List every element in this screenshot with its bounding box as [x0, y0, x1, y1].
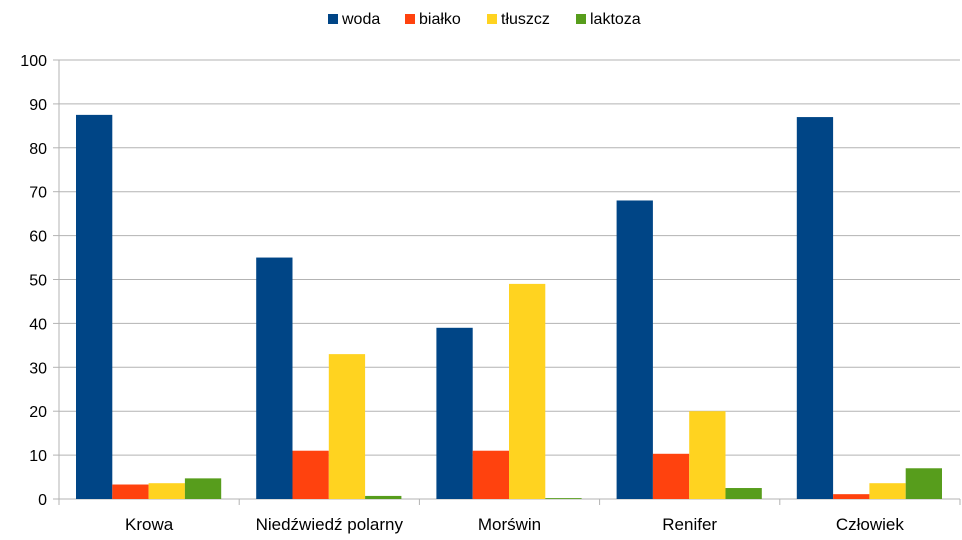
y-tick-label: 10: [29, 448, 47, 465]
bar-woda-2: [436, 327, 473, 499]
legend-label-tłuszcz: tłuszcz: [501, 11, 550, 28]
y-tick-label: 20: [29, 404, 47, 421]
bar-woda-4: [796, 117, 834, 499]
bar-tłuszcz-1: [328, 354, 366, 499]
bar-laktoza-0: [184, 478, 222, 499]
bar-tłuszcz-4: [869, 483, 906, 499]
legend: woda białko tłuszcz laktoza: [328, 11, 641, 28]
y-tick-label: 80: [29, 141, 47, 158]
x-category-label: Morświn: [478, 515, 541, 534]
x-category-label: Niedźwiedź polarny: [256, 515, 404, 534]
legend-label-laktoza: laktoza: [590, 11, 641, 28]
y-tick-label: 0: [38, 492, 47, 509]
bar-woda-1: [256, 257, 293, 499]
bar-białko-3: [652, 453, 690, 499]
legend-label-białko: białko: [419, 11, 461, 28]
bar-tłuszcz-2: [509, 283, 546, 499]
bar-tłuszcz-3: [689, 411, 726, 499]
y-tick-label: 60: [29, 229, 47, 246]
legend-swatch-woda: [328, 14, 338, 24]
x-category-label: Krowa: [125, 515, 174, 534]
bar-tłuszcz-0: [148, 483, 185, 499]
y-tick-label: 90: [29, 97, 47, 114]
bar-laktoza-2: [545, 498, 582, 499]
y-tick-label: 50: [29, 273, 47, 290]
bar-laktoza-4: [905, 468, 942, 499]
y-tick-label: 40: [29, 316, 47, 333]
y-tick-label: 100: [20, 53, 47, 70]
y-tick-label: 30: [29, 360, 47, 377]
legend-label-woda: woda: [341, 11, 380, 28]
bar-laktoza-1: [365, 495, 402, 499]
bar-woda-3: [616, 200, 653, 500]
bar-białko-0: [112, 484, 149, 499]
bar-białko-1: [292, 450, 329, 499]
bar-białko-2: [472, 450, 509, 499]
legend-swatch-laktoza: [576, 14, 586, 24]
bar-białko-4: [833, 494, 870, 499]
bar-woda-0: [76, 114, 113, 499]
legend-swatch-białko: [405, 14, 415, 24]
x-category-label: Renifer: [662, 515, 717, 534]
y-tick-label: 70: [29, 185, 47, 202]
legend-swatch-tłuszcz: [487, 14, 497, 24]
x-category-label: Człowiek: [836, 515, 905, 534]
bars: [76, 114, 942, 500]
axis-labels: 0 10 20 30 40 50 60 70 80 90 100 Krowa Niedźwiedź po…: [20, 53, 904, 534]
bar-laktoza-3: [725, 488, 762, 499]
